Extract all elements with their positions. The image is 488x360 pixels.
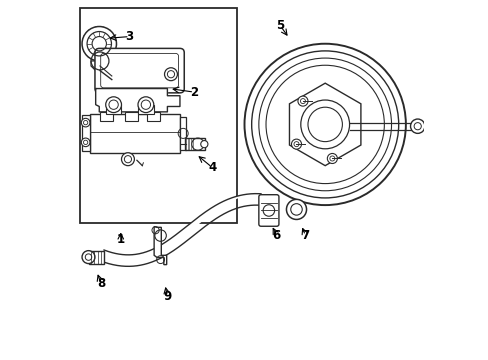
Bar [100, 112, 113, 121]
Circle shape [297, 96, 307, 106]
Polygon shape [154, 226, 166, 265]
Circle shape [82, 27, 116, 61]
Text: 5: 5 [276, 19, 284, 32]
Bar [185, 138, 204, 150]
Circle shape [81, 138, 90, 147]
Bar [80, 8, 237, 223]
Circle shape [82, 251, 95, 264]
Circle shape [258, 58, 391, 191]
Bar [180, 117, 186, 149]
Circle shape [138, 97, 153, 113]
Circle shape [121, 153, 134, 166]
Bar [105, 105, 121, 114]
Text: 8: 8 [97, 278, 105, 291]
Polygon shape [96, 89, 180, 112]
FancyBboxPatch shape [258, 195, 278, 226]
Text: 6: 6 [272, 229, 280, 242]
Circle shape [326, 153, 337, 163]
Circle shape [251, 51, 398, 198]
Circle shape [81, 118, 90, 127]
Circle shape [291, 139, 301, 149]
Polygon shape [91, 61, 109, 71]
Circle shape [164, 68, 177, 81]
Circle shape [410, 119, 424, 134]
Polygon shape [289, 83, 360, 166]
Text: 4: 4 [208, 161, 216, 174]
Circle shape [244, 44, 405, 205]
FancyBboxPatch shape [95, 48, 184, 93]
Text: 2: 2 [190, 86, 198, 99]
Bar [81, 116, 89, 151]
Circle shape [105, 97, 121, 113]
Bar [146, 112, 159, 121]
Bar [138, 105, 153, 114]
Bar [88, 251, 103, 264]
Text: 1: 1 [117, 233, 124, 246]
Text: 9: 9 [163, 290, 171, 303]
Bar [125, 112, 138, 121]
Circle shape [265, 65, 384, 184]
Bar [89, 114, 180, 153]
Text: 7: 7 [301, 229, 309, 242]
Circle shape [300, 100, 349, 149]
Circle shape [286, 199, 306, 220]
Circle shape [201, 140, 207, 148]
Text: 3: 3 [125, 30, 134, 43]
